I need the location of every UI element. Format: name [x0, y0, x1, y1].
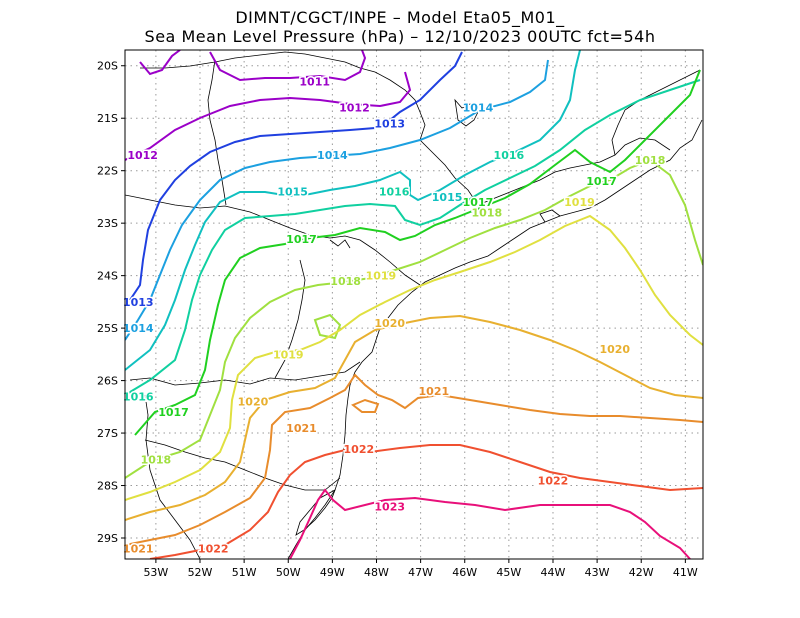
- contour-label-1019: 1019: [273, 348, 304, 361]
- contour-label-1013: 1013: [123, 296, 154, 309]
- contour-label-1012: 1012: [127, 149, 158, 162]
- x-tick-label: 45W: [496, 566, 521, 579]
- guanabara-islands: [454, 98, 479, 127]
- state-border-pr-sc: [129, 361, 361, 386]
- isobar-1021-loop: [351, 398, 380, 413]
- grid-lines: [125, 50, 703, 559]
- isobar-1013: [129, 51, 463, 301]
- state-border-ms-sp: [207, 59, 227, 206]
- contour-label-1021: 1021: [123, 543, 154, 556]
- contour-label-1022: 1022: [344, 443, 375, 456]
- y-tick-label: 22S: [97, 165, 118, 178]
- isobar-1012: [125, 71, 412, 161]
- isobar-1022: [149, 444, 703, 559]
- contour-label-1015: 1015: [277, 186, 308, 199]
- x-tick-label: 43W: [585, 566, 610, 579]
- contour-label-1018: 1018: [471, 207, 502, 220]
- state-border-mg-sp: [140, 51, 479, 206]
- x-tick-label: 50W: [276, 566, 301, 579]
- y-tick-label: 29S: [97, 532, 118, 545]
- contour-label-1016: 1016: [494, 149, 525, 162]
- contour-label-1018: 1018: [141, 453, 172, 466]
- contour-label-1014: 1014: [463, 102, 494, 115]
- contour-label-1012: 1012: [339, 102, 370, 115]
- bay-outline: [539, 209, 561, 223]
- contour-label-1019: 1019: [564, 196, 595, 209]
- isobar-1017: [134, 69, 701, 436]
- isobar-1018: [125, 158, 703, 479]
- x-tick-label: 52W: [188, 566, 213, 579]
- y-tick-label: 27S: [97, 427, 118, 440]
- parana-river: [274, 259, 306, 379]
- x-tick-label: 44W: [541, 566, 566, 579]
- x-tick-label: 41W: [673, 566, 698, 579]
- contour-label-1017: 1017: [286, 233, 317, 246]
- x-tick-label: 53W: [143, 566, 168, 579]
- state-border-mg-es: [611, 69, 701, 156]
- reservoir: [329, 239, 351, 249]
- contour-label-1022: 1022: [198, 543, 229, 556]
- isobar-1019: [125, 214, 703, 501]
- contour-label-1020: 1020: [374, 317, 405, 330]
- state-border-mg-rj: [477, 137, 671, 206]
- contour-label-1011: 1011: [299, 75, 330, 88]
- contour-label-1021: 1021: [286, 422, 317, 435]
- x-tick-label: 51W: [232, 566, 257, 579]
- isobar-1011: [139, 50, 367, 82]
- x-tick-label: 47W: [408, 566, 433, 579]
- contour-label-1018: 1018: [330, 275, 361, 288]
- y-tick-label: 25S: [97, 322, 118, 335]
- x-tick-label: 49W: [320, 566, 345, 579]
- map-title-line1: DIMNT/CGCT/INPE – Model Eta05_M01_: [235, 8, 565, 27]
- contour-label-1020: 1020: [238, 396, 269, 409]
- isobar-1020: [125, 314, 703, 521]
- contour-label-1014: 1014: [123, 322, 154, 335]
- y-tick-label: 20S: [97, 60, 118, 73]
- x-tick-label: 42W: [629, 566, 654, 579]
- contour-label-1015: 1015: [432, 191, 463, 204]
- x-tick-label: 46W: [452, 566, 477, 579]
- map-frame: [124, 49, 704, 560]
- state-border-sp-pr: [125, 194, 421, 286]
- contour-label-1022: 1022: [538, 474, 569, 487]
- contour-label-1021: 1021: [419, 385, 450, 398]
- axis-ticks: 53W 52W 51W 50W 49W 48W 47W 46W 45W 44W 43W 42W 41W 2…: [97, 60, 698, 579]
- isobar-1014: [125, 59, 549, 341]
- contour-label-1017: 1017: [463, 196, 494, 209]
- lagoon: [295, 489, 336, 536]
- contour-label-1016: 1016: [123, 390, 154, 403]
- contour-labels: 1011 1012 1012 1013 1013 1014 1014 1014 1015 1015…: [121, 74, 666, 557]
- contour-label-1016: 1016: [379, 186, 410, 199]
- y-tick-label: 26S: [97, 375, 118, 388]
- contour-label-1017: 1017: [586, 175, 617, 188]
- state-border-sc-rs: [144, 439, 341, 491]
- isobar-1018-loop: [313, 313, 342, 340]
- isobars: [125, 50, 703, 559]
- contour-label-1013: 1013: [374, 117, 405, 130]
- contour-label-1018: 1018: [635, 154, 666, 167]
- river-border-west: [144, 394, 201, 559]
- isobar-1021: [125, 373, 703, 546]
- contour-label-1014: 1014: [317, 149, 348, 162]
- y-tick-label: 23S: [97, 217, 118, 230]
- y-tick-label: 21S: [97, 112, 118, 125]
- contour-label-1017: 1017: [158, 406, 189, 419]
- x-tick-label: 48W: [364, 566, 389, 579]
- contour-label-1020: 1020: [599, 343, 630, 356]
- y-tick-label: 28S: [97, 480, 118, 493]
- isobar-1015: [125, 50, 581, 371]
- isobar-1023: [289, 488, 691, 559]
- map-title-line2: Sea Mean Level Pressure (hPa) – 12/10/20…: [144, 27, 656, 46]
- contour-label-1023: 1023: [374, 501, 405, 514]
- contour-label-1019: 1019: [366, 270, 397, 283]
- isobar-1016: [125, 79, 701, 396]
- y-tick-label: 24S: [97, 270, 118, 283]
